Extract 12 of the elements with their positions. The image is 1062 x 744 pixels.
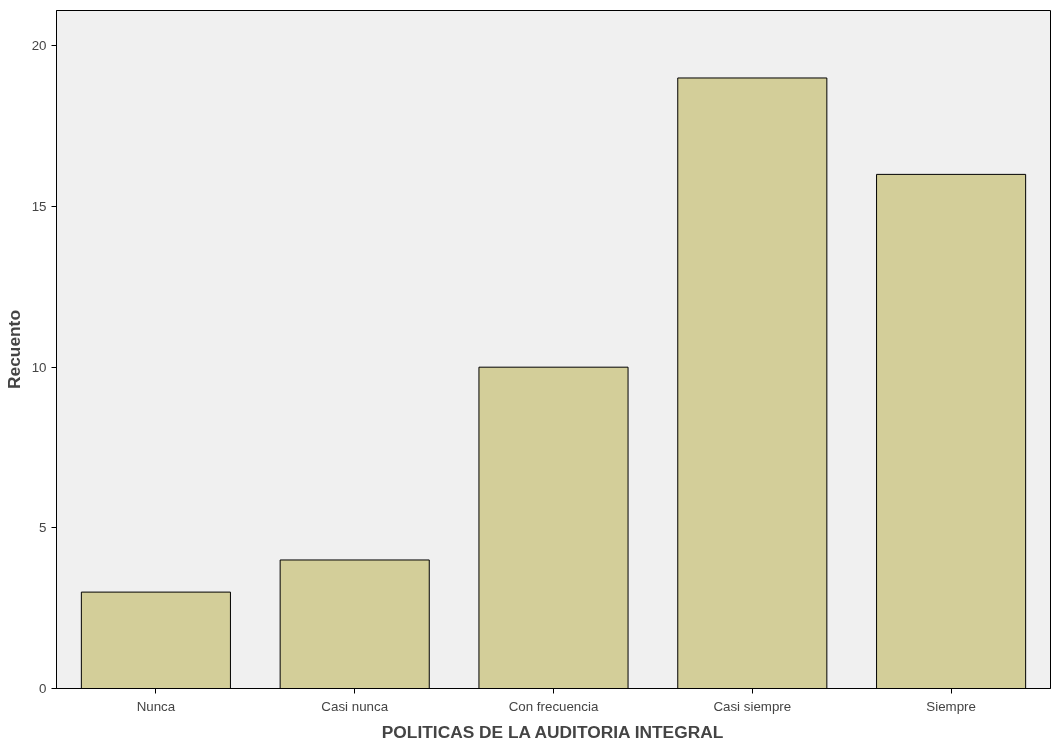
x-tick-label: Nunca <box>136 698 176 714</box>
x-tick-label: Casi siempre <box>713 698 792 714</box>
x-tick-label: Con frecuencia <box>508 698 599 714</box>
x-tick-label: Siempre <box>926 698 976 714</box>
y-tick-label: 15 <box>31 199 47 215</box>
y-tick-label: 20 <box>31 38 47 54</box>
y-axis-title: Recuento <box>3 310 24 389</box>
x-axis-title: POLITICAS DE LA AUDITORIA INTEGRAL <box>381 721 724 742</box>
y-tick-label: 0 <box>39 681 47 696</box>
y-tick-label: 10 <box>31 359 47 375</box>
x-tick-label: Casi nunca <box>321 698 389 714</box>
y-tick-label: 5 <box>39 520 47 536</box>
